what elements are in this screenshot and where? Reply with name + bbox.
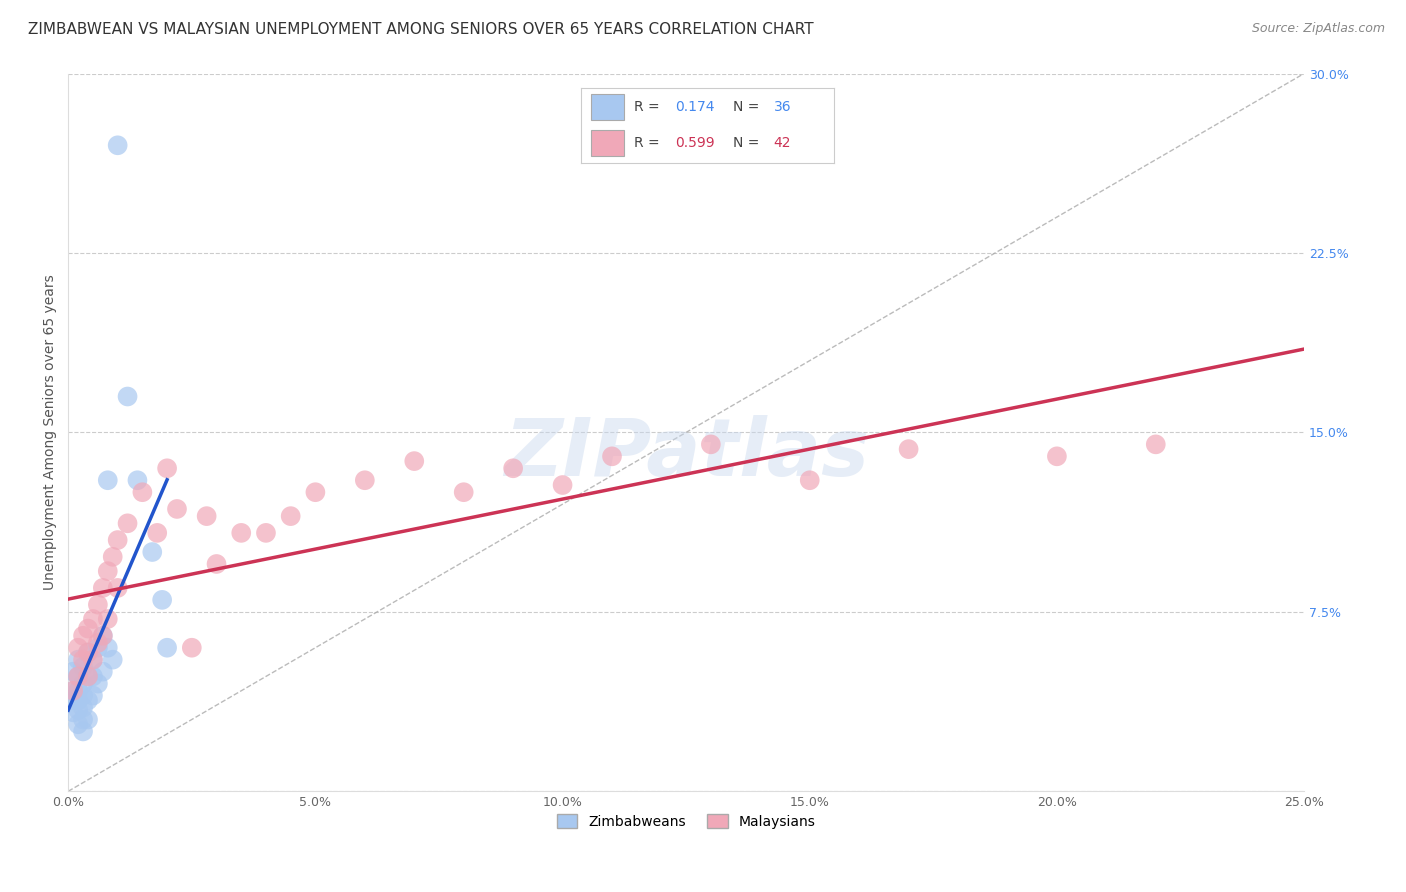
Point: [67, 640, 90, 655]
Point: [87, 640, 110, 655]
Point: [87, 598, 110, 612]
Point: [304, 485, 326, 500]
Point: [62, 706, 84, 720]
Point: [67, 653, 90, 667]
Point: [101, 549, 124, 564]
Point: [72, 653, 94, 667]
Point: [62, 683, 84, 698]
Point: [91, 629, 114, 643]
Point: [62, 693, 84, 707]
Point: [62, 665, 84, 679]
Point: [453, 485, 475, 500]
Point: [67, 703, 90, 717]
Point: [82, 653, 104, 667]
Point: [67, 669, 90, 683]
Point: [127, 473, 149, 487]
Text: ZIMBABWEAN VS MALAYSIAN UNEMPLOYMENT AMONG SENIORS OVER 65 YEARS CORRELATION CHA: ZIMBABWEAN VS MALAYSIAN UNEMPLOYMENT AMO…: [28, 22, 814, 37]
Point: [82, 653, 104, 667]
Point: [107, 533, 129, 547]
Point: [77, 713, 100, 727]
Point: [231, 525, 253, 540]
Point: [600, 450, 623, 464]
Point: [91, 581, 114, 595]
Point: [502, 461, 524, 475]
Point: [897, 442, 920, 457]
Point: [799, 473, 821, 487]
Point: [77, 693, 100, 707]
Point: [156, 640, 179, 655]
Point: [97, 564, 120, 578]
Point: [72, 660, 94, 674]
Point: [91, 629, 114, 643]
Point: [404, 454, 426, 468]
Point: [146, 525, 169, 540]
Point: [700, 437, 723, 451]
Point: [1046, 450, 1069, 464]
Point: [77, 646, 100, 660]
Point: [67, 669, 90, 683]
Text: Source: ZipAtlas.com: Source: ZipAtlas.com: [1251, 22, 1385, 36]
Point: [97, 612, 120, 626]
Point: [166, 502, 188, 516]
Text: ZIPatlas: ZIPatlas: [503, 415, 869, 493]
Point: [67, 693, 90, 707]
Point: [67, 683, 90, 698]
Point: [205, 557, 228, 571]
Point: [62, 683, 84, 698]
Point: [353, 473, 375, 487]
Point: [67, 717, 90, 731]
Point: [87, 676, 110, 690]
Point: [77, 669, 100, 683]
Point: [195, 509, 218, 524]
Point: [72, 689, 94, 703]
Point: [77, 646, 100, 660]
Legend: Zimbabweans, Malaysians: Zimbabweans, Malaysians: [551, 809, 821, 835]
Point: [72, 629, 94, 643]
Y-axis label: Unemployment Among Seniors over 65 years: Unemployment Among Seniors over 65 years: [44, 275, 58, 591]
Point: [72, 713, 94, 727]
Point: [131, 485, 153, 500]
Point: [101, 653, 124, 667]
Point: [82, 669, 104, 683]
Point: [117, 390, 139, 404]
Point: [82, 689, 104, 703]
Point: [77, 622, 100, 636]
Point: [117, 516, 139, 531]
Point: [107, 138, 129, 153]
Point: [97, 473, 120, 487]
Point: [150, 592, 173, 607]
Point: [72, 700, 94, 714]
Point: [77, 669, 100, 683]
Point: [97, 640, 120, 655]
Point: [280, 509, 302, 524]
Point: [180, 640, 202, 655]
Point: [72, 676, 94, 690]
Point: [156, 461, 179, 475]
Point: [82, 612, 104, 626]
Point: [91, 665, 114, 679]
Point: [87, 636, 110, 650]
Point: [1144, 437, 1167, 451]
Point: [107, 581, 129, 595]
Point: [141, 545, 163, 559]
Point: [72, 724, 94, 739]
Point: [254, 525, 277, 540]
Point: [551, 478, 574, 492]
